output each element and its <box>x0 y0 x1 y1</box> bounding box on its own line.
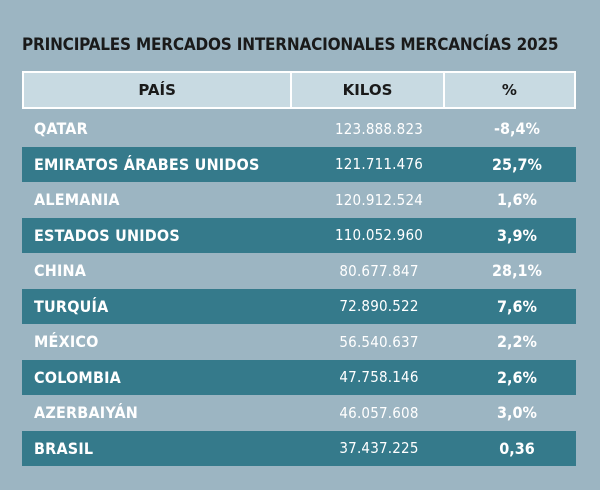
cell-kilos: 121.711.476 <box>334 155 424 174</box>
cell-percent: 0,36 <box>499 438 535 458</box>
table-row: AZERBAIYÁN 46.057.608 3,0% <box>22 395 576 431</box>
cell-kilos: 47.758.146 <box>339 368 419 387</box>
cell-country: ESTADOS UNIDOS <box>34 225 180 245</box>
table-header: PAÍS KILOS % <box>22 71 576 109</box>
cell-country: BRASIL <box>34 438 94 458</box>
cell-kilos: 80.677.847 <box>339 261 419 280</box>
cell-percent: 7,6% <box>497 296 537 316</box>
table-row: BRASIL 37.437.225 0,36 <box>22 430 576 466</box>
cell-percent: 2,6% <box>497 367 537 387</box>
column-header-kilos: KILOS <box>290 71 445 109</box>
cell-kilos: 72.890.522 <box>339 297 419 316</box>
markets-table: PAÍS KILOS % QATAR 123.888.823 -8,4% EMI… <box>22 71 576 466</box>
table-row: MÉXICO 56.540.637 2,2% <box>22 324 576 360</box>
page-title: PRINCIPALES MERCADOS INTERNACIONALES MER… <box>22 35 559 55</box>
column-header-country: PAÍS <box>22 71 293 109</box>
cell-country: EMIRATOS ÁRABES UNIDOS <box>34 154 260 174</box>
cell-percent: 1,6% <box>497 190 537 210</box>
cell-percent: 2,2% <box>497 332 537 352</box>
table-row: COLOMBIA 47.758.146 2,6% <box>22 359 576 395</box>
cell-country: AZERBAIYÁN <box>34 403 139 423</box>
cell-country: MÉXICO <box>34 332 99 352</box>
table-row: EMIRATOS ÁRABES UNIDOS 121.711.476 25,7% <box>22 146 576 182</box>
cell-kilos: 56.540.637 <box>339 332 419 351</box>
cell-country: ALEMANIA <box>34 190 120 210</box>
cell-percent: 3,0% <box>497 403 537 423</box>
cell-kilos: 120.912.524 <box>334 190 424 209</box>
cell-country: COLOMBIA <box>34 367 122 387</box>
column-header-percent: % <box>442 71 576 109</box>
cell-country: CHINA <box>34 261 87 281</box>
cell-kilos: 110.052.960 <box>334 226 424 245</box>
cell-percent: 3,9% <box>497 225 537 245</box>
cell-kilos: 46.057.608 <box>339 403 419 422</box>
cell-kilos: 123.888.823 <box>334 119 424 138</box>
cell-percent: 25,7% <box>492 154 542 174</box>
table-row: ESTADOS UNIDOS 110.052.960 3,9% <box>22 217 576 253</box>
cell-kilos: 37.437.225 <box>339 439 419 458</box>
table-row: ALEMANIA 120.912.524 1,6% <box>22 182 576 218</box>
cell-percent: -8,4% <box>494 119 540 139</box>
table-row: CHINA 80.677.847 28,1% <box>22 253 576 289</box>
cell-country: QATAR <box>34 119 88 139</box>
table-row: QATAR 123.888.823 -8,4% <box>22 111 576 147</box>
cell-percent: 28,1% <box>492 261 542 281</box>
table-row: TURQUÍA 72.890.522 7,6% <box>22 288 576 324</box>
cell-country: TURQUÍA <box>34 296 109 316</box>
